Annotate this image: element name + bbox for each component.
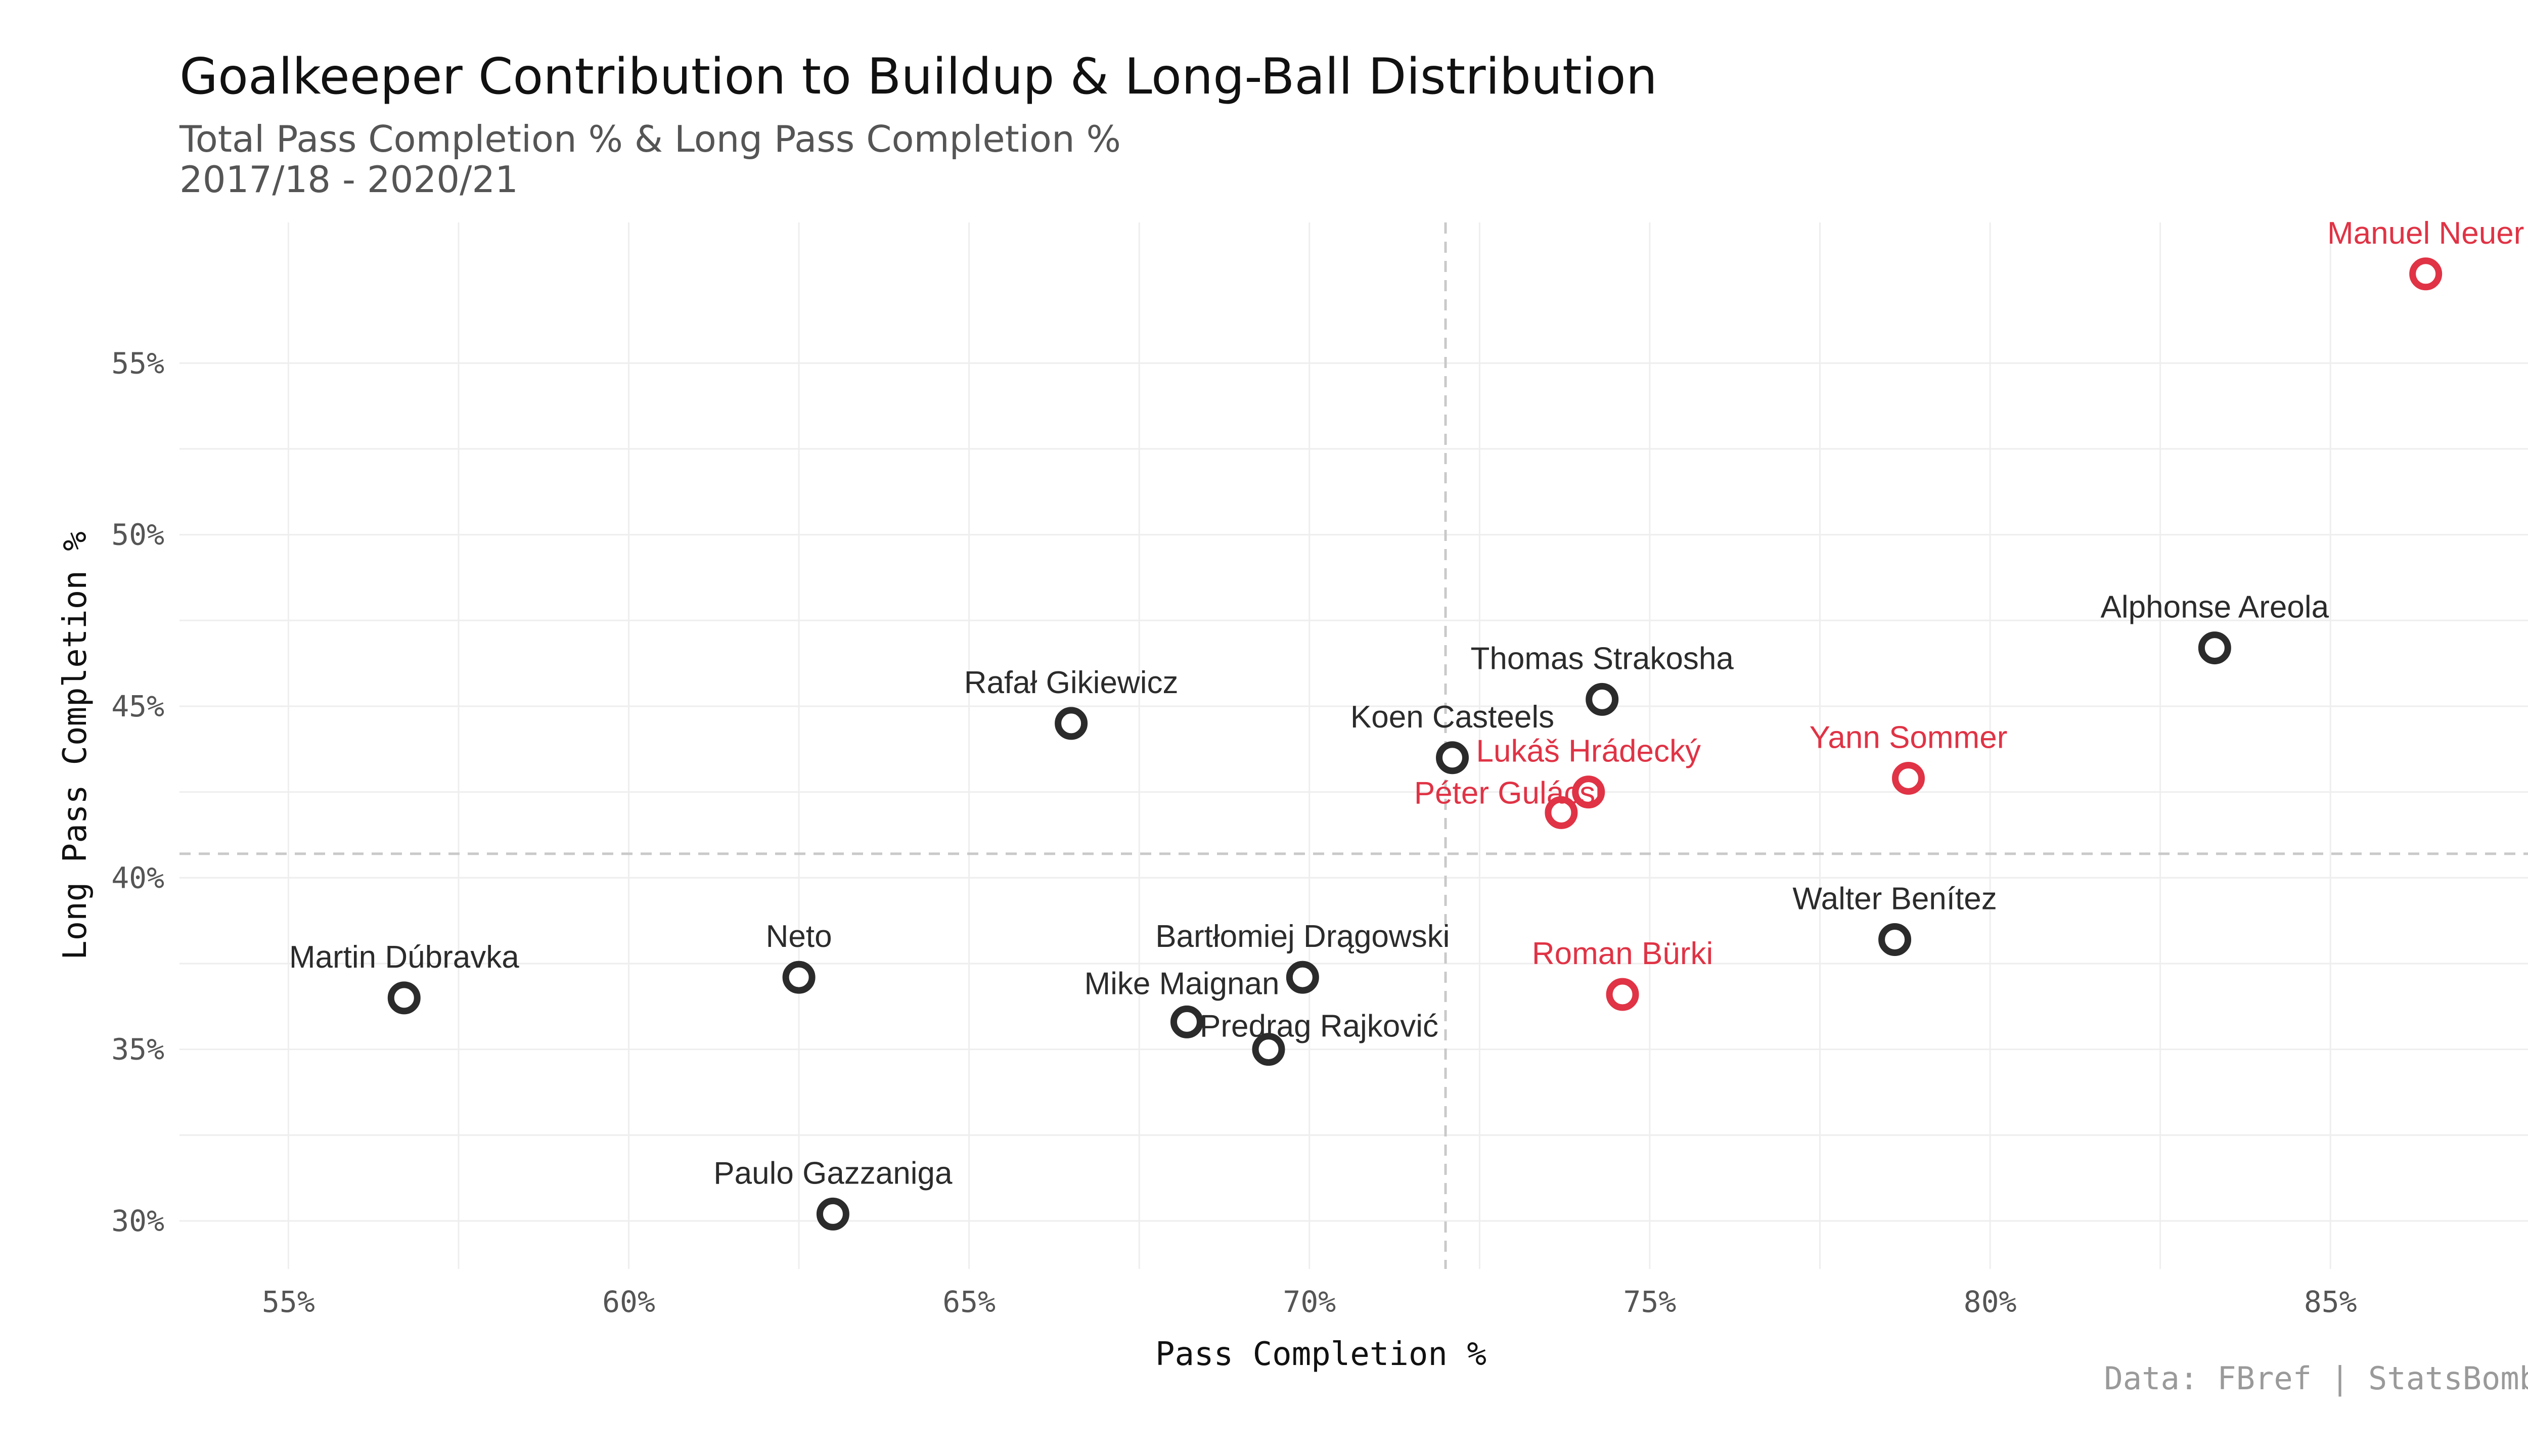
x-tick-label: 65% bbox=[942, 1285, 996, 1319]
point-label: Neto bbox=[766, 919, 832, 954]
y-tick-label: 55% bbox=[111, 346, 164, 380]
data-point bbox=[1055, 707, 1088, 740]
point-label: Rafał Gikiewicz bbox=[964, 665, 1179, 700]
point-label: Walter Benítez bbox=[1792, 881, 1997, 916]
data-points bbox=[387, 257, 2443, 1231]
y-tick-label: 40% bbox=[111, 860, 164, 895]
data-source-caption: Data: FBref | StatsBomb bbox=[2104, 1360, 2528, 1397]
point-label: Lukáš Hrádecký bbox=[1476, 734, 1701, 769]
point-label: Péter Gulácsi bbox=[1414, 776, 1602, 810]
data-point bbox=[1252, 1033, 1285, 1066]
data-point bbox=[1572, 776, 1605, 809]
y-axis-title: Long Pass Completion % bbox=[57, 531, 94, 960]
point-label: Yann Sommer bbox=[1810, 720, 2008, 755]
reference-lines bbox=[179, 222, 2528, 1269]
subtitle-line-1: Total Pass Completion % & Long Pass Comp… bbox=[179, 118, 1121, 160]
data-point bbox=[1892, 761, 1925, 795]
x-tick-label: 80% bbox=[1964, 1285, 2017, 1319]
point-label: Predrag Rajković bbox=[1200, 1009, 1438, 1044]
data-point bbox=[1286, 961, 1319, 994]
y-tick-label: 50% bbox=[111, 518, 164, 552]
data-point bbox=[2409, 257, 2443, 291]
y-tick-label: 35% bbox=[111, 1032, 164, 1067]
gridlines bbox=[179, 222, 2528, 1269]
chart-title: Goalkeeper Contribution to Buildup & Lon… bbox=[179, 48, 1657, 106]
x-tick-label: 75% bbox=[1623, 1285, 1677, 1319]
chart-subtitle: Total Pass Completion % & Long Pass Comp… bbox=[179, 119, 1121, 200]
x-tick-label: 60% bbox=[602, 1285, 655, 1319]
x-axis-title: Pass Completion % bbox=[1155, 1336, 1486, 1373]
data-point bbox=[1606, 978, 1639, 1011]
axis-ticks: 55% 60% 65% 70% 75% 80% 85% 30% 35% 40% 45% 50% 55% bbox=[111, 346, 2357, 1319]
x-tick-label: 85% bbox=[2304, 1285, 2357, 1319]
point-labels: Manuel Neuer Alphonse Areola Thomas Strako… bbox=[289, 216, 2524, 1191]
point-label: Thomas Strakosha bbox=[1471, 641, 1734, 676]
subtitle-line-2: 2017/18 - 2020/21 bbox=[179, 158, 518, 201]
data-point bbox=[1545, 796, 1578, 829]
data-point bbox=[1436, 741, 1469, 775]
point-label: Koen Casteels bbox=[1350, 700, 1554, 735]
data-point bbox=[1878, 923, 1912, 956]
point-label: Bartłomiej Drągowski bbox=[1155, 919, 1450, 954]
point-label: Alphonse Areola bbox=[2101, 590, 2329, 625]
point-label: Mike Maignan bbox=[1084, 966, 1279, 1001]
point-label: Roman Bürki bbox=[1532, 936, 1713, 971]
data-point bbox=[782, 961, 816, 994]
data-point bbox=[816, 1197, 849, 1231]
x-tick-label: 55% bbox=[262, 1285, 315, 1319]
data-point bbox=[1586, 682, 1619, 716]
point-label: Martin Dúbravka bbox=[289, 940, 519, 975]
point-label: Paulo Gazzaniga bbox=[713, 1156, 953, 1191]
data-point bbox=[2198, 631, 2231, 665]
data-point bbox=[1170, 1005, 1203, 1038]
data-point bbox=[387, 981, 421, 1015]
x-tick-label: 70% bbox=[1283, 1285, 1336, 1319]
point-label: Manuel Neuer bbox=[2327, 216, 2524, 251]
y-tick-label: 45% bbox=[111, 689, 164, 723]
y-tick-label: 30% bbox=[111, 1204, 164, 1238]
